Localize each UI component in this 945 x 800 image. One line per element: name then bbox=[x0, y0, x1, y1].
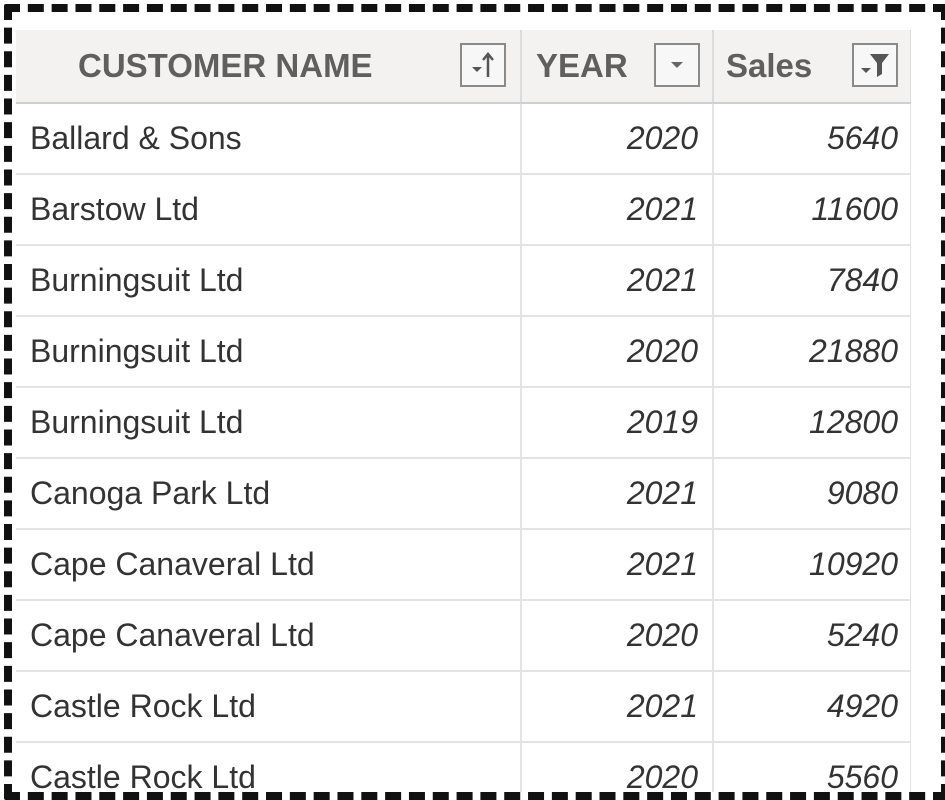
table-row[interactable]: Cape Canaveral Ltd 2021 10920 bbox=[16, 529, 911, 601]
filter-icon bbox=[861, 54, 889, 77]
table-row[interactable]: Burningsuit Ltd 2021 7840 bbox=[16, 245, 911, 317]
cell-sales: 4920 bbox=[713, 671, 911, 743]
cell-year: 2020 bbox=[521, 742, 714, 792]
cell-sales: 12800 bbox=[713, 387, 911, 459]
cell-year: 2021 bbox=[521, 458, 714, 530]
filter-button[interactable] bbox=[852, 43, 898, 87]
cell-sales: 10920 bbox=[713, 529, 911, 601]
table-row[interactable]: Burningsuit Ltd 2019 12800 bbox=[16, 387, 911, 459]
cell-year: 2020 bbox=[521, 600, 714, 672]
column-header-sales[interactable]: Sales bbox=[713, 30, 911, 104]
table-row[interactable]: Castle Rock Ltd 2021 4920 bbox=[16, 671, 911, 743]
cell-year: 2020 bbox=[521, 316, 714, 388]
table-row[interactable]: Barstow Ltd 2021 11600 bbox=[16, 174, 911, 246]
cell-sales: 5640 bbox=[713, 103, 911, 175]
data-grid: CUSTOMER NAME YEA bbox=[16, 30, 911, 792]
cell-year: 2020 bbox=[521, 103, 714, 175]
dropdown-button[interactable] bbox=[654, 43, 700, 87]
column-label: YEAR bbox=[536, 47, 628, 84]
cell-year: 2021 bbox=[521, 174, 714, 246]
cell-customer-name: Cape Canaveral Ltd bbox=[16, 600, 522, 672]
cell-customer-name: Burningsuit Ltd bbox=[16, 245, 522, 317]
column-header-customer-name[interactable]: CUSTOMER NAME bbox=[16, 30, 522, 104]
cell-sales: 5240 bbox=[713, 600, 911, 672]
dashed-frame: CUSTOMER NAME YEA bbox=[4, 4, 945, 800]
column-header-year[interactable]: YEAR bbox=[521, 30, 714, 104]
table-row[interactable]: Castle Rock Ltd 2020 5560 bbox=[16, 742, 911, 792]
cell-year: 2021 bbox=[521, 245, 714, 317]
column-label: Sales bbox=[726, 47, 813, 84]
table-body: Ballard & Sons 2020 5640 Barstow Ltd 2021 116… bbox=[16, 103, 911, 792]
cell-customer-name: Canoga Park Ltd bbox=[16, 458, 522, 530]
table-header: CUSTOMER NAME YEA bbox=[16, 30, 911, 104]
cell-sales: 7840 bbox=[713, 245, 911, 317]
cell-customer-name: Barstow Ltd bbox=[16, 174, 522, 246]
header-row: CUSTOMER NAME YEA bbox=[16, 30, 911, 104]
cell-year: 2019 bbox=[521, 387, 714, 459]
cell-sales: 9080 bbox=[713, 458, 911, 530]
sort-ascending-icon bbox=[472, 52, 494, 77]
cell-customer-name: Ballard & Sons bbox=[16, 103, 522, 175]
cell-sales: 11600 bbox=[713, 174, 911, 246]
column-label: CUSTOMER NAME bbox=[78, 47, 373, 84]
cell-year: 2021 bbox=[521, 529, 714, 601]
customer-sales-table: CUSTOMER NAME YEA bbox=[16, 30, 911, 792]
cell-sales: 5560 bbox=[713, 742, 911, 792]
cell-sales: 21880 bbox=[713, 316, 911, 388]
cell-customer-name: Burningsuit Ltd bbox=[16, 316, 522, 388]
cell-customer-name: Castle Rock Ltd bbox=[16, 671, 522, 743]
table-row[interactable]: Canoga Park Ltd 2021 9080 bbox=[16, 458, 911, 530]
sort-ascending-button[interactable] bbox=[460, 43, 506, 87]
table-row[interactable]: Cape Canaveral Ltd 2020 5240 bbox=[16, 600, 911, 672]
cell-customer-name: Cape Canaveral Ltd bbox=[16, 529, 522, 601]
table-row[interactable]: Ballard & Sons 2020 5640 bbox=[16, 103, 911, 175]
cell-customer-name: Burningsuit Ltd bbox=[16, 387, 522, 459]
cell-customer-name: Castle Rock Ltd bbox=[16, 742, 522, 792]
cell-year: 2021 bbox=[521, 671, 714, 743]
chevron-down-icon bbox=[671, 62, 683, 68]
table-row[interactable]: Burningsuit Ltd 2020 21880 bbox=[16, 316, 911, 388]
